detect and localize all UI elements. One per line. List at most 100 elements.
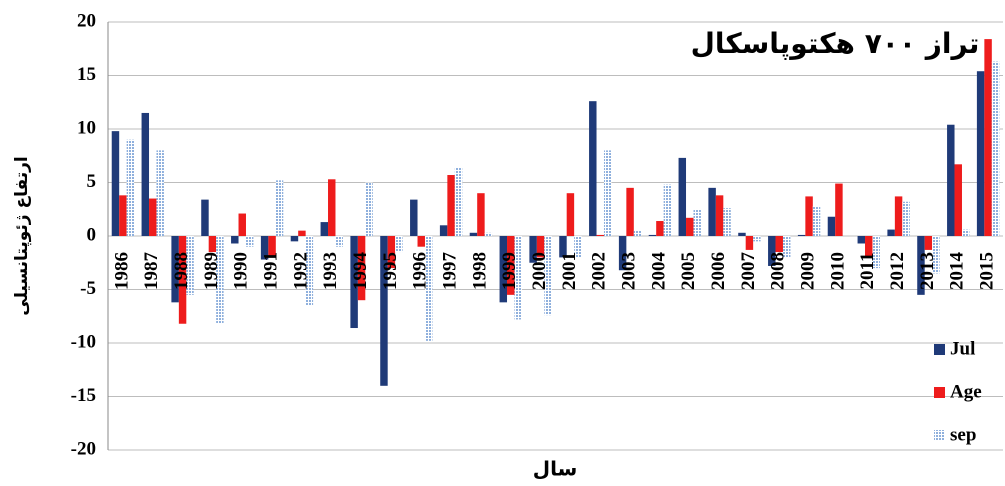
x-tick-label: 1991 (260, 252, 281, 290)
bar (350, 236, 358, 329)
bar (536, 236, 545, 258)
bar (648, 234, 657, 236)
bar (544, 236, 552, 316)
bar (626, 187, 634, 236)
bar (260, 236, 269, 260)
x-tick-label: 2012 (887, 252, 908, 290)
bar (768, 236, 776, 266)
bar (208, 236, 217, 253)
x-tick-label: 2013 (917, 252, 938, 290)
bar (663, 184, 672, 236)
bar (507, 236, 515, 295)
bar (857, 236, 866, 244)
bar (753, 236, 761, 242)
x-tick-label: 2011 (857, 253, 878, 290)
bar (961, 229, 970, 236)
bar (216, 236, 224, 324)
y-tick-label: 5 (87, 171, 97, 192)
x-tick-label: 1995 (380, 252, 401, 290)
x-tick-label: 2002 (589, 252, 610, 290)
bar (395, 236, 403, 253)
y-tick-label: -15 (71, 385, 96, 406)
bar (529, 236, 537, 263)
bar (745, 236, 754, 250)
bar (171, 236, 179, 303)
y-tick-label: -5 (80, 278, 96, 299)
bar (812, 206, 821, 236)
bar (365, 182, 373, 236)
bar (782, 236, 791, 258)
x-tick-label: 1993 (320, 252, 341, 290)
bar (693, 209, 701, 236)
x-tick-label: 2007 (738, 252, 759, 291)
x-axis-label: سال (533, 457, 578, 481)
legend-label: Age (950, 381, 982, 402)
bar (887, 229, 895, 236)
y-tick-label: 10 (77, 117, 96, 138)
bar (559, 236, 567, 258)
chart-title: تراز ۷۰۰ هکتوپاسکال (691, 27, 980, 60)
bar (126, 139, 135, 236)
x-tick-label: 1997 (439, 252, 460, 291)
bar (275, 180, 284, 236)
y-tick-label: 0 (87, 224, 97, 245)
bar (424, 236, 433, 341)
bar (686, 217, 694, 236)
x-tick-label: 1989 (201, 252, 222, 290)
bar (603, 150, 612, 236)
x-tick-label: 2015 (976, 252, 997, 290)
x-tick-label: 2004 (648, 252, 669, 291)
bar (149, 198, 157, 236)
bar (954, 164, 962, 236)
bar (298, 230, 306, 236)
bar (902, 201, 910, 236)
bar (357, 236, 366, 301)
bar (723, 208, 731, 236)
bar (119, 195, 127, 236)
bar (865, 236, 873, 258)
bar (439, 225, 448, 236)
bar (141, 112, 150, 236)
bar (656, 221, 664, 236)
bar (947, 124, 955, 236)
y-tick-label: 15 (77, 64, 96, 85)
bar (566, 193, 575, 236)
bar (872, 236, 880, 269)
bar (924, 236, 933, 250)
bar (328, 179, 336, 236)
bar (454, 167, 463, 236)
bar (894, 196, 903, 236)
bar (201, 199, 209, 236)
y-tick-label: -10 (71, 331, 96, 352)
x-tick-label: 1986 (111, 252, 132, 290)
bar (320, 222, 329, 236)
x-tick-label: 2005 (678, 252, 699, 290)
bar (380, 236, 388, 386)
bar (633, 230, 642, 236)
bar (156, 150, 164, 236)
x-tick-label: 2014 (947, 252, 968, 291)
bar (991, 61, 1000, 237)
bar (387, 236, 396, 269)
x-tick-label: 2006 (708, 252, 729, 290)
bar (305, 236, 314, 306)
bar (917, 236, 925, 295)
bar (596, 234, 604, 236)
bar (335, 236, 343, 247)
bar (417, 236, 425, 247)
x-tick-label: 1999 (499, 252, 520, 290)
bar (268, 236, 276, 258)
bar (805, 196, 813, 236)
bar (484, 232, 493, 236)
bar (976, 71, 985, 236)
legend-label: Jul (950, 338, 975, 359)
y-tick-label: 20 (77, 10, 96, 31)
bar (589, 101, 597, 237)
bar (618, 236, 627, 271)
legend-swatch (934, 430, 945, 441)
x-tick-label: 1990 (231, 252, 252, 290)
legend-swatch (934, 344, 945, 355)
x-tick-label: 1987 (141, 252, 162, 291)
bar (111, 131, 120, 236)
